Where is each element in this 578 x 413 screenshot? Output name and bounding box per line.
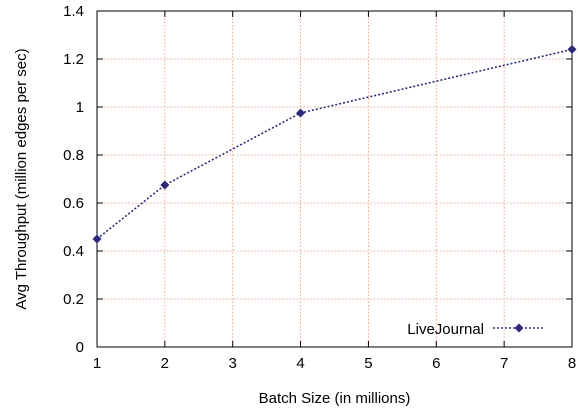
y-tick-label: 0.4 xyxy=(63,243,84,260)
x-tick-label: 4 xyxy=(296,355,304,372)
x-axis: 1 2 3 4 5 6 7 8 xyxy=(93,11,576,372)
y-tick-label: 1.2 xyxy=(63,51,84,68)
y-tick-label: 0.2 xyxy=(63,291,84,308)
series-line-livejournal xyxy=(96,48,573,240)
y-tick-label: 0 xyxy=(76,339,84,356)
y-axis: 0 0.2 0.4 0.6 0.8 1 1.2 1.4 xyxy=(63,3,572,356)
series-layer xyxy=(92,44,577,244)
x-tick-label: 3 xyxy=(229,355,237,372)
x-tick-label: 2 xyxy=(161,355,169,372)
x-tick-label: 8 xyxy=(568,355,576,372)
x-tick-label: 6 xyxy=(432,355,440,372)
grid xyxy=(97,11,572,347)
x-axis-label: Batch Size (in millions) xyxy=(259,390,411,407)
y-tick-label: 1.4 xyxy=(63,3,84,20)
data-point xyxy=(92,234,102,244)
x-tick-label: 7 xyxy=(500,355,508,372)
x-tick-label: 5 xyxy=(364,355,372,372)
data-point xyxy=(160,180,170,190)
legend-label-livejournal: LiveJournal xyxy=(407,321,484,338)
x-tick-label: 1 xyxy=(93,355,101,372)
legend-marker-livejournal xyxy=(514,323,524,333)
legend: LiveJournal xyxy=(407,321,545,338)
plot-frame xyxy=(96,10,573,348)
data-point xyxy=(296,108,306,118)
y-tick-label: 0.6 xyxy=(63,195,84,212)
y-axis-label: Avg Throughput (million edges per sec) xyxy=(13,48,30,309)
y-tick-label: 0.8 xyxy=(63,147,84,164)
data-point xyxy=(567,44,577,54)
y-tick-label: 1 xyxy=(76,99,84,116)
